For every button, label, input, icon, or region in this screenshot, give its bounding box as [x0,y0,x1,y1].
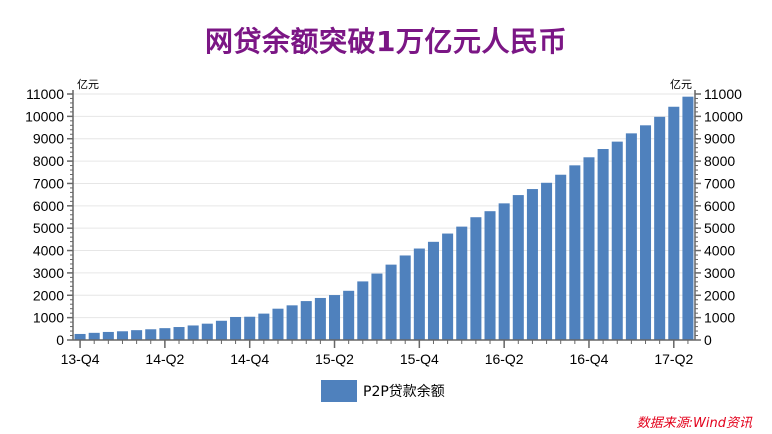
bar [201,323,213,340]
bar [541,182,553,340]
gridlines [73,93,695,319]
bar [286,305,298,340]
bar [159,328,171,340]
x-tick-label: 14-Q2 [145,351,184,367]
bar [640,125,652,340]
y-tick-label-right: 0 [704,332,712,348]
x-tick-label: 15-Q4 [400,351,439,367]
x-tick-label: 16-Q2 [485,351,524,367]
y-tick-label-left: 9000 [33,131,64,147]
bar [74,333,86,340]
bar [484,211,496,340]
y-tick-label-right: 5000 [704,220,735,236]
bar [357,281,369,340]
bar [230,316,242,340]
bar [102,331,114,340]
x-tick-label: 13-Q4 [61,351,100,367]
y-tick-label-left: 4000 [33,243,64,259]
y-tick-label-right: 1000 [704,310,735,326]
bar [526,189,538,340]
bar [654,116,666,340]
bar [597,149,609,340]
y-tick-label-right: 7000 [704,175,735,191]
x-tick-label: 17-Q2 [654,351,693,367]
bar [399,255,411,340]
y-tick-label-left: 5000 [33,220,64,236]
bar [555,174,567,340]
bar [258,313,270,340]
y-tick-label-left: 3000 [33,265,64,281]
y-tick-label-left: 8000 [33,153,64,169]
y-tick-label-right: 6000 [704,198,735,214]
legend-swatch [321,380,357,402]
bar [569,165,581,340]
bar [427,241,439,340]
bar [413,248,425,340]
bar [442,233,454,340]
y-axis-unit-left: 亿元 [77,78,99,91]
bar [512,195,524,340]
axes: 0 0 1000 1000 2000 2000 3000 3000 4000 4000 5000 50… [25,86,743,367]
bar [470,217,482,340]
y-tick-label-left: 10000 [25,108,64,124]
bar [385,264,397,340]
y-tick-label-right: 8000 [704,153,735,169]
y-tick-label-left: 0 [56,332,64,348]
bar [145,329,157,340]
bar [244,316,256,340]
x-tick-label: 14-Q4 [230,351,269,367]
bar [131,330,143,340]
x-tick-label: 15-Q2 [315,351,354,367]
legend-label: P2P贷款余额 [363,384,445,400]
bar [314,297,326,340]
y-tick-label-left: 2000 [33,287,64,303]
bar [187,325,199,340]
y-tick-label-right: 4000 [704,243,735,259]
bar [456,226,468,340]
bar [215,320,227,340]
y-tick-label-right: 2000 [704,287,735,303]
bar [88,332,100,340]
bar [611,141,623,340]
bar [173,327,185,340]
y-tick-label-left: 1000 [33,310,64,326]
y-tick-label-left: 6000 [33,198,64,214]
bar [343,290,355,340]
bar [668,106,680,340]
bar [371,273,383,340]
bar [329,295,341,340]
y-tick-label-right: 9000 [704,131,735,147]
y-tick-label-left: 7000 [33,175,64,191]
y-tick-label-right: 10000 [704,108,743,124]
bar [498,203,510,340]
x-tick-label: 16-Q4 [570,351,609,367]
y-tick-label-right: 11000 [704,86,742,102]
bar [583,157,595,340]
chart-title: 网贷余额突破1万亿元人民币 [205,25,567,58]
bar [116,331,128,340]
bars [74,96,694,341]
legend: P2P贷款余额 [321,380,445,402]
y-tick-label-right: 3000 [704,265,735,281]
bar [682,96,694,341]
source-note: 数据来源:Wind资讯 [636,416,752,431]
y-axis-unit-right: 亿元 [670,78,692,91]
bar [272,308,284,340]
bar [300,301,312,340]
bar [625,133,637,340]
y-tick-label-left: 11000 [26,86,64,102]
